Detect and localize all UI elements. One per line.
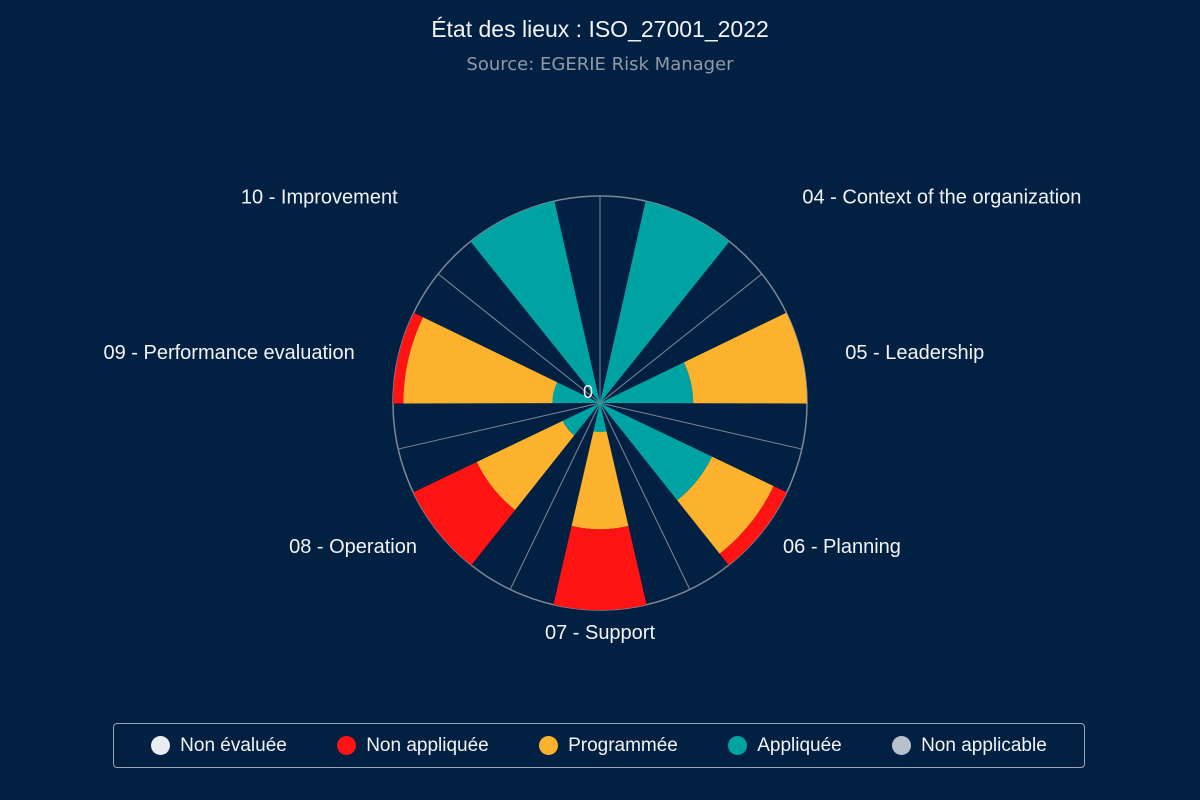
chart-legend: Non évaluée Non appliquée Programmée App… xyxy=(113,723,1085,768)
bar-segment[interactable] xyxy=(403,317,558,404)
category-label: 06 - Planning xyxy=(783,536,901,558)
legend-label: Non appliquée xyxy=(366,734,489,756)
category-label: 07 - Support xyxy=(545,622,656,644)
legend-label: Programmée xyxy=(568,734,678,756)
bar-segment[interactable] xyxy=(719,486,787,566)
bar-segment[interactable] xyxy=(683,312,807,404)
polar-grid-line xyxy=(509,402,601,590)
bar-segment[interactable] xyxy=(571,431,629,530)
legend-dot-icon xyxy=(337,736,357,755)
bar-segment[interactable] xyxy=(470,201,600,403)
legend-dot-icon xyxy=(892,736,912,755)
category-label: 10 - Improvement xyxy=(241,187,398,209)
bar-segment[interactable] xyxy=(552,382,600,404)
legend-item-non-applicable[interactable]: Non applicable xyxy=(892,735,1047,757)
bar-segment[interactable] xyxy=(600,403,713,501)
legend-label: Non évaluée xyxy=(180,734,287,756)
category-label: 09 - Performance evaluation xyxy=(103,342,354,364)
legend-dot-icon xyxy=(151,736,171,755)
polar-chart: 04 - Context of the organization 05 - Lea… xyxy=(103,187,1081,644)
radial-axis-tick-label: 0 xyxy=(583,382,593,402)
legend-dot-icon xyxy=(539,736,559,755)
polar-grid-line xyxy=(599,402,691,590)
bar-segment[interactable] xyxy=(413,461,516,566)
category-label: 04 - Context of the organization xyxy=(802,187,1081,209)
polar-grid-line xyxy=(599,402,802,450)
legend-item-non-appliquee[interactable]: Non appliquée xyxy=(337,735,489,757)
bar-segment[interactable] xyxy=(562,403,600,436)
bar-segment[interactable] xyxy=(393,312,424,404)
category-label: 05 - Leadership xyxy=(845,342,984,364)
bar-segment[interactable] xyxy=(593,403,607,432)
legend-item-appliquee[interactable]: Appliquée xyxy=(728,735,842,757)
category-label: 08 - Operation xyxy=(289,536,417,558)
bar-segment[interactable] xyxy=(476,420,575,511)
legend-item-programmee[interactable]: Programmée xyxy=(539,735,678,757)
polar-grid-line xyxy=(599,273,763,404)
bar-segment[interactable] xyxy=(600,201,730,403)
chart-subtitle: Source: EGERIE Risk Manager xyxy=(466,54,734,75)
bar-segment[interactable] xyxy=(600,362,694,404)
legend-item-non-evaluee[interactable]: Non évaluée xyxy=(151,735,287,757)
polar-grid-line xyxy=(437,273,601,404)
bar-segment[interactable] xyxy=(553,526,647,610)
legend-label: Appliquée xyxy=(757,734,842,756)
chart-title: État des lieux : ISO_27001_2022 xyxy=(431,16,769,42)
legend-dot-icon xyxy=(728,736,748,755)
legend-label: Non applicable xyxy=(921,734,1047,756)
bar-segment[interactable] xyxy=(677,456,774,554)
polar-grid-line xyxy=(398,402,601,450)
